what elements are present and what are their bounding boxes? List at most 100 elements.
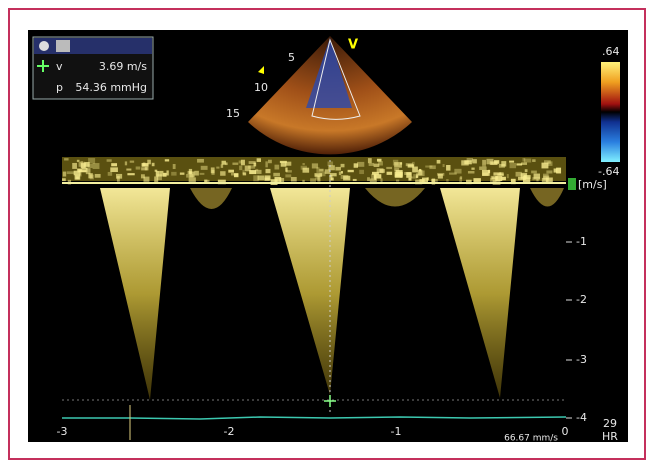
speckle [499, 164, 505, 168]
speckle [88, 164, 93, 168]
speckle [145, 167, 149, 170]
speckle [369, 163, 374, 166]
speckle [127, 173, 134, 175]
x-tick-label: -2 [224, 425, 235, 438]
speckle [459, 177, 462, 182]
x-tick-label: 0 [562, 425, 569, 438]
speckle [395, 172, 401, 178]
p-label: p [56, 81, 63, 94]
speckle [387, 172, 393, 175]
speckle [88, 173, 92, 178]
speckle [488, 170, 490, 173]
color-bar [601, 62, 620, 162]
speckle [471, 168, 474, 170]
speckle [522, 158, 525, 162]
speckle [156, 171, 159, 177]
speckle [186, 174, 193, 178]
speckle [143, 177, 149, 182]
speckle [74, 171, 81, 176]
speckle [546, 170, 552, 173]
speckle [166, 170, 168, 175]
v-label: v [56, 60, 63, 73]
speckle [257, 158, 261, 162]
speckle [222, 161, 226, 165]
depth-label: 5 [288, 51, 295, 64]
speckle [454, 169, 461, 174]
speckle [341, 164, 345, 167]
speckle [491, 162, 497, 165]
speckle [154, 176, 158, 182]
p-value: 54.36 mmHg [75, 81, 147, 94]
speckle [188, 171, 192, 174]
speckle [357, 162, 364, 167]
speckle [200, 173, 205, 175]
speckle [253, 175, 258, 181]
speckle [374, 174, 381, 178]
speckle [339, 172, 341, 175]
speckle [228, 170, 234, 173]
speckle [353, 179, 357, 181]
heart-rate-label: HR [602, 430, 618, 443]
speckle [404, 172, 411, 175]
speckle [274, 177, 281, 182]
speckle [163, 173, 166, 177]
speckle [67, 171, 75, 174]
speckle [239, 166, 242, 171]
speckle [125, 161, 127, 165]
speckle [248, 165, 255, 168]
speckle [207, 180, 209, 182]
depth-label: 15 [226, 107, 240, 120]
mode-label: V [348, 38, 358, 53]
speckle [243, 172, 246, 175]
speckle [268, 160, 272, 163]
speckle [348, 170, 354, 172]
speckle [265, 161, 267, 167]
speckle [201, 166, 208, 170]
speckle [482, 164, 486, 166]
color-max: .64 [602, 45, 620, 58]
speckle [499, 172, 503, 175]
y-tick-label: -4 [576, 411, 587, 424]
unit: [m/s] [578, 178, 607, 191]
speckle [171, 172, 176, 176]
speckle [216, 167, 219, 169]
speckle [220, 171, 225, 176]
speckle [75, 175, 81, 180]
speckle [416, 173, 418, 178]
speckle [368, 158, 372, 163]
speckle [479, 167, 486, 170]
baseline-marker [568, 178, 576, 190]
speckle [431, 179, 438, 182]
speckle [468, 171, 475, 174]
speckle [328, 165, 335, 170]
speckle [211, 167, 215, 173]
speckle [394, 162, 402, 168]
speckle [359, 170, 364, 174]
readout-box: v 3.69 m/s p 54.36 mmHg [33, 37, 153, 99]
speckle [63, 172, 66, 177]
speckle [319, 169, 323, 172]
speckle [108, 172, 112, 176]
speckle [536, 179, 538, 181]
speckle [509, 161, 514, 163]
speckle [510, 163, 517, 168]
heart-rate-value: 29 [603, 417, 617, 430]
speckle [523, 176, 526, 180]
speckle [197, 159, 204, 163]
speckle [427, 177, 429, 180]
speckle [461, 160, 468, 165]
speckle [291, 177, 297, 182]
speckle [126, 169, 131, 171]
speckle [241, 160, 245, 166]
speckle [111, 163, 117, 166]
speckle [314, 173, 322, 177]
speckle [285, 174, 291, 177]
speckle [264, 178, 269, 181]
speckle [255, 169, 258, 171]
speckle [354, 163, 358, 167]
speckle [412, 167, 418, 173]
speckle [367, 177, 370, 181]
speckle [285, 168, 287, 172]
speckle [194, 171, 199, 176]
speckle [266, 169, 271, 173]
